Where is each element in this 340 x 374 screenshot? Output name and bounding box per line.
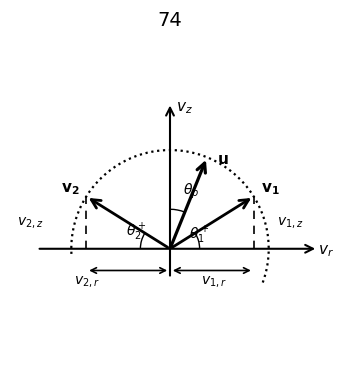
Text: $\mathbf{u}$: $\mathbf{u}$ <box>217 152 228 167</box>
Text: $\theta_p$: $\theta_p$ <box>183 182 199 201</box>
Text: $v_r$: $v_r$ <box>318 243 334 258</box>
Text: 74: 74 <box>158 11 182 30</box>
Text: $\theta_2^+$: $\theta_2^+$ <box>126 221 147 243</box>
Text: $\mathbf{v_2}$: $\mathbf{v_2}$ <box>61 182 79 197</box>
Text: $v_{1,z}$: $v_{1,z}$ <box>277 215 303 231</box>
Text: $v_{1,r}$: $v_{1,r}$ <box>202 275 227 290</box>
Text: $\mathbf{v_1}$: $\mathbf{v_1}$ <box>261 182 279 197</box>
Text: $v_z$: $v_z$ <box>176 101 193 116</box>
Text: $v_{2,z}$: $v_{2,z}$ <box>17 215 44 231</box>
Text: $v_{2,r}$: $v_{2,r}$ <box>74 275 100 290</box>
Text: $\theta_1^+$: $\theta_1^+$ <box>189 224 210 246</box>
